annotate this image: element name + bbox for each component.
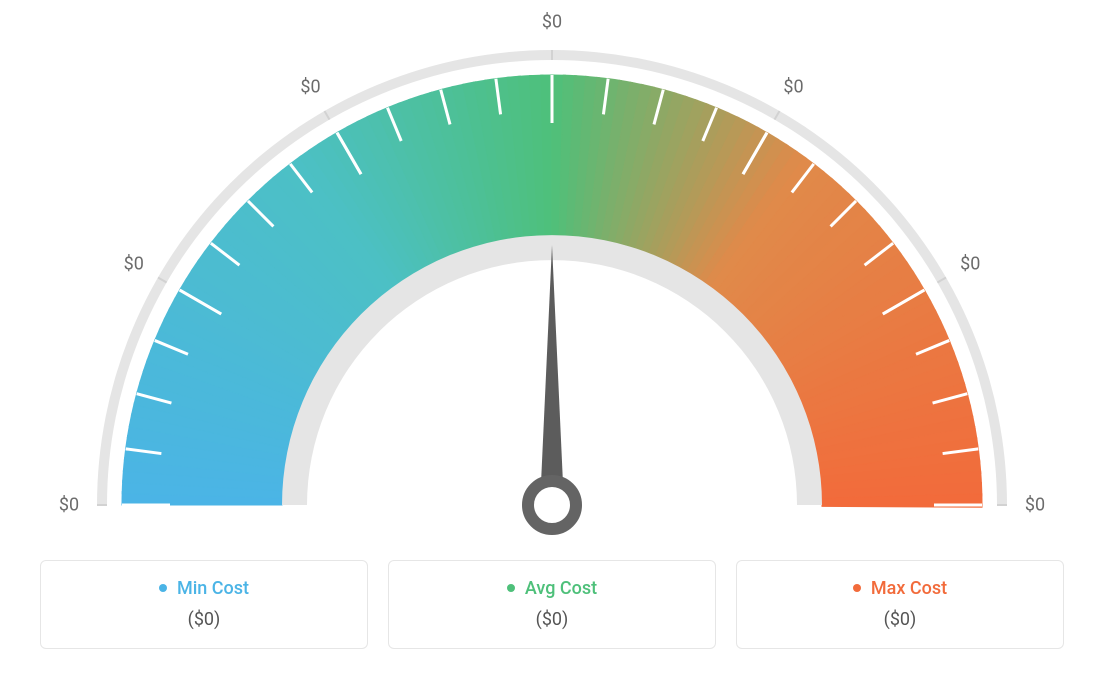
legend-dot-max [853,584,861,592]
legend-dot-avg [507,584,515,592]
legend-dot-min [159,584,167,592]
legend-label-min: Min Cost [177,578,249,599]
legend-card-avg: Avg Cost ($0) [388,560,716,649]
gauge-svg [0,0,1104,550]
gauge-tick-label: $0 [1025,495,1045,516]
gauge-tick-label: $0 [542,12,562,33]
legend-card-min: Min Cost ($0) [40,560,368,649]
gauge-tick-label: $0 [783,76,803,97]
gauge-tick-label: $0 [124,253,144,274]
legend-label-max: Max Cost [871,578,947,599]
legend-value-avg: ($0) [409,609,695,630]
legend-title-max: Max Cost [853,578,947,599]
legend-title-avg: Avg Cost [507,578,597,599]
legend-row: Min Cost ($0) Avg Cost ($0) Max Cost ($0… [0,560,1104,649]
legend-title-min: Min Cost [159,578,249,599]
legend-card-max: Max Cost ($0) [736,560,1064,649]
gauge-tick-label: $0 [960,253,980,274]
legend-value-max: ($0) [757,609,1043,630]
gauge-tick-label: $0 [300,76,320,97]
legend-label-avg: Avg Cost [525,578,597,599]
legend-value-min: ($0) [61,609,347,630]
gauge-chart: $0 $0 $0 $0 $0 $0 $0 [0,0,1104,550]
gauge-tick-label: $0 [59,495,79,516]
